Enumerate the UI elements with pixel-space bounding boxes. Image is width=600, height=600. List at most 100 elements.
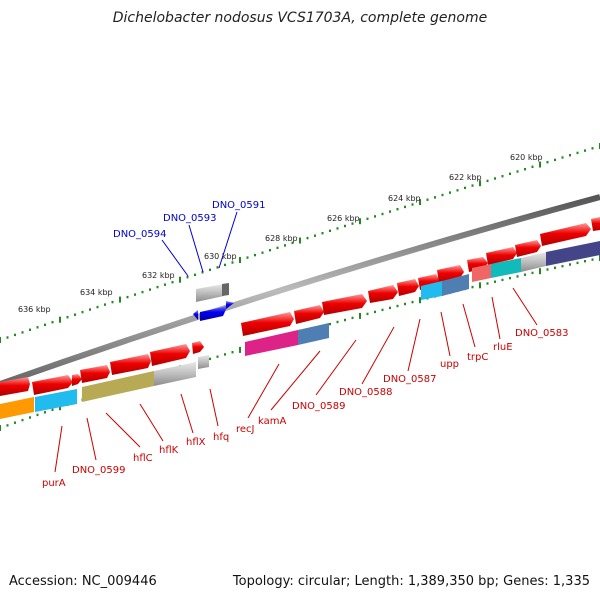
major-tick (0, 337, 1, 343)
minor-tick (149, 288, 151, 291)
minor-tick (141, 290, 144, 294)
minor-tick (66, 316, 69, 319)
topology-text: Topology: circular; Length: 1,389,350 bp… (232, 574, 590, 589)
gene-label-hflk: hflK (159, 445, 179, 456)
minor-tick (389, 210, 391, 213)
upper-tick-row (0, 143, 600, 343)
band-grey-1 (154, 362, 196, 386)
minor-tick (471, 285, 474, 289)
minor-tick (156, 285, 159, 289)
minor-tick (29, 328, 31, 331)
gene-label-pura: purA (42, 478, 66, 489)
minor-tick (81, 310, 84, 314)
minor-tick (134, 293, 136, 296)
minor-tick (89, 308, 91, 311)
gene-arrow-1 (0, 377, 30, 396)
major-tick (119, 296, 121, 303)
minor-tick (171, 281, 174, 284)
band-cyan-2 (421, 281, 442, 300)
gene-label-kama: kamA (258, 416, 286, 427)
kbp-label-622: 622 kbp (449, 173, 482, 182)
minor-tick (561, 156, 564, 159)
band-steelblue-2 (442, 274, 469, 296)
minor-tick (411, 203, 414, 206)
minor-tick (576, 261, 579, 265)
gene-label-dno0591: DNO_0591 (212, 200, 266, 211)
gene-dno0594 (193, 310, 198, 320)
kbp-label-632: 632 kbp (142, 271, 175, 280)
minor-tick (209, 268, 211, 271)
minor-tick (591, 258, 594, 261)
minor-tick (554, 266, 556, 269)
major-tick (59, 316, 61, 323)
minor-tick (44, 323, 46, 326)
kbp-label-634: 634 kbp (80, 288, 113, 297)
minor-tick (104, 303, 106, 306)
gene-arrow-18 (540, 223, 591, 246)
forward-gene-labels: purA DNO_0599 hflC hflK hflX hfq recJ ka… (42, 328, 569, 489)
minor-tick (584, 260, 586, 263)
minor-tick (284, 244, 286, 247)
minor-tick (44, 411, 46, 414)
minor-tick (51, 321, 54, 324)
minor-tick (224, 353, 226, 356)
minor-tick (449, 191, 451, 194)
minor-tick (426, 198, 429, 201)
gene-label-dno0594: DNO_0594 (113, 229, 167, 240)
minor-tick (561, 265, 564, 268)
minor-tick (276, 246, 279, 249)
gene-label-dno0599: DNO_0599 (72, 465, 126, 476)
minor-tick (6, 424, 9, 427)
major-tick (0, 425, 1, 431)
minor-tick (194, 273, 196, 276)
minor-tick (569, 263, 571, 266)
band-pink (472, 264, 491, 282)
minor-tick (6, 336, 9, 339)
minor-tick (336, 227, 339, 230)
gene-label-recj: recJ (236, 424, 255, 435)
gene-dno0593-end (226, 301, 234, 309)
minor-tick (186, 276, 189, 279)
kbp-label-626: 626 kbp (327, 214, 360, 223)
minor-tick (509, 172, 511, 175)
band-steelblue-1 (298, 323, 329, 345)
minor-tick (329, 229, 331, 232)
minor-tick (576, 151, 579, 155)
kbp-label-624: 624 kbp (388, 194, 421, 203)
minor-tick (494, 280, 496, 283)
minor-tick (164, 283, 166, 286)
gene-label-dno0587: DNO_0587 (383, 374, 437, 385)
gene-arrow-6 (150, 344, 190, 366)
gene-arrow-12 (397, 279, 419, 296)
gene-arrow-5 (110, 354, 151, 375)
gene-arrow-11 (368, 285, 398, 303)
minor-tick (494, 177, 496, 180)
minor-tick (351, 316, 354, 320)
minor-tick (21, 418, 24, 422)
minor-tick (51, 408, 54, 411)
kbp-label-630: 630 kbp (204, 252, 237, 261)
minor-tick (374, 310, 376, 314)
gene-arrow-8 (241, 312, 294, 336)
minor-tick (404, 302, 406, 306)
gene-label-trpc: trpC (467, 352, 488, 363)
minor-tick (434, 196, 436, 199)
major-tick (239, 257, 241, 263)
gene-label-dno0588: DNO_0588 (339, 387, 393, 398)
minor-tick (201, 271, 204, 274)
kbp-label-636: 636 kbp (18, 305, 51, 314)
major-tick (419, 297, 421, 304)
gene-arrow-17 (515, 240, 541, 257)
minor-tick (509, 276, 511, 280)
band-indigo (546, 241, 600, 266)
band-cyan-1 (35, 389, 77, 412)
minor-tick (464, 186, 466, 190)
major-tick (479, 282, 481, 289)
minor-tick (546, 268, 549, 271)
minor-tick (344, 318, 346, 322)
gene-dno0591-grey (196, 284, 224, 302)
gene-label-hfq: hfq (213, 432, 229, 443)
major-tick (539, 161, 541, 168)
gene-dno0591-tail (222, 283, 229, 296)
